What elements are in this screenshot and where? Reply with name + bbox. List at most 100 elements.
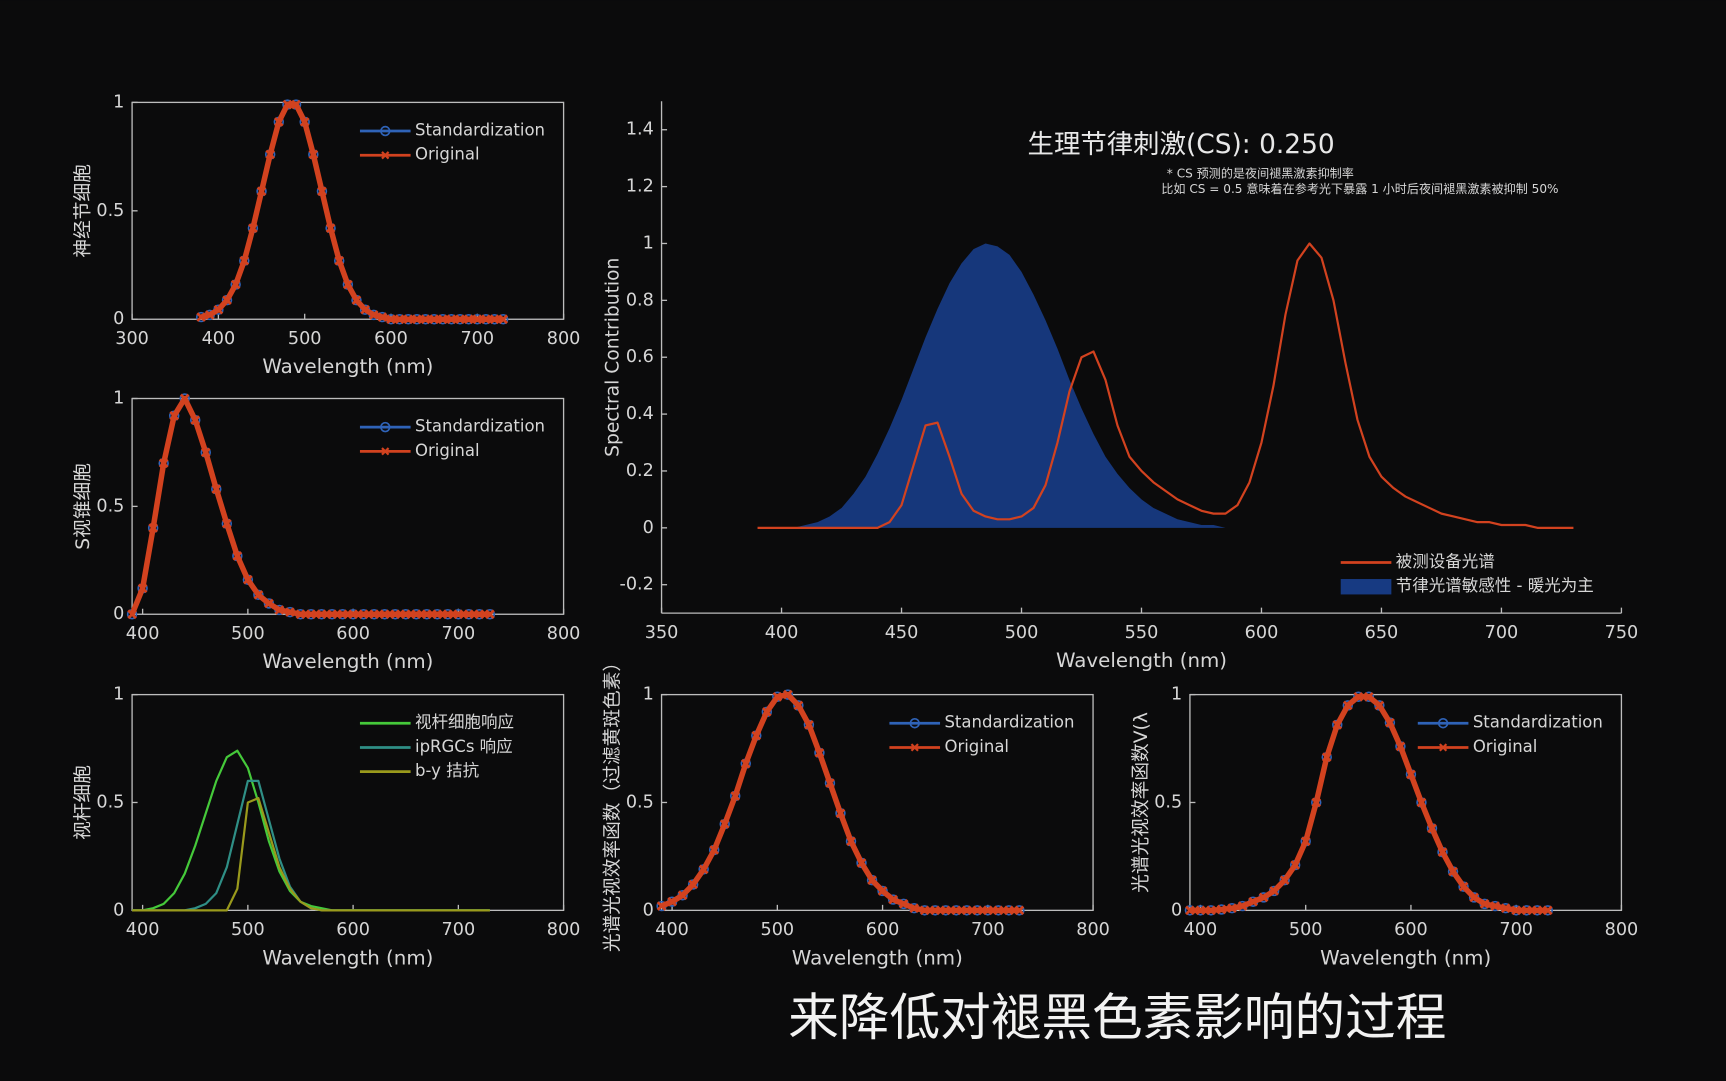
marker: [386, 314, 396, 325]
legend-label: 被测设备光谱: [1396, 552, 1495, 571]
legend-marker: [910, 743, 919, 752]
marker: [1014, 905, 1025, 916]
marker: [1185, 905, 1195, 916]
x-tick-label: 500: [231, 920, 265, 940]
y-axis-label: 神经节细胞: [73, 164, 94, 258]
marker: [472, 314, 483, 325]
x-tick-label: 300: [115, 329, 149, 349]
marker: [308, 149, 319, 160]
marker: [772, 691, 783, 702]
marker: [432, 609, 443, 620]
marker: [793, 700, 804, 711]
marker: [453, 609, 464, 620]
x-tick-label: 400: [765, 623, 799, 643]
marker: [455, 314, 465, 325]
series-line: [132, 797, 490, 912]
marker: [1321, 752, 1332, 763]
marker: [846, 836, 856, 847]
x-tick-label: 400: [126, 624, 160, 644]
marker: [1406, 769, 1416, 780]
x-tick-label: 700: [460, 329, 494, 349]
marker: [232, 551, 243, 561]
series-line: [757, 242, 1574, 529]
marker: [285, 607, 295, 617]
marker: [474, 609, 485, 620]
chart-title: 生理节律刺激(CS): 0.250: [1028, 129, 1335, 160]
legend-label: ipRGCs 响应: [415, 737, 513, 756]
legend-marker: [381, 151, 390, 160]
marker: [394, 314, 405, 325]
x-tick-label: 700: [971, 920, 1005, 940]
marker: [1458, 881, 1469, 892]
x-tick-label: 800: [547, 920, 581, 940]
y-axis-label: 光谱光视效率函数V(λ: [1131, 712, 1152, 893]
marker: [282, 99, 293, 110]
y-tick-label: 1.4: [626, 120, 654, 140]
y-tick-label: 1: [113, 685, 124, 705]
marker: [127, 609, 137, 620]
marker: [377, 312, 388, 322]
x-tick-label: 500: [231, 624, 265, 644]
x-tick-label: 500: [1005, 623, 1039, 643]
legend-label: Original: [944, 737, 1009, 756]
legend-label: Standardization: [415, 121, 545, 140]
y-tick-label: 0.5: [1154, 792, 1182, 812]
y-axis-label: 光谱光视效率函数（过滤黄斑色素）: [603, 653, 624, 952]
marker: [1332, 719, 1343, 730]
annotation: 比如 CS = 0.5 意味着在参考光下暴露 1 小时后夜间褪黑激素被抑制 50…: [1161, 181, 1558, 196]
marker: [498, 314, 509, 325]
x-tick-label: 400: [126, 920, 160, 940]
marker: [761, 707, 772, 717]
x-tick-label: 600: [1394, 920, 1428, 940]
legend-marker: [381, 447, 390, 456]
marker: [379, 609, 390, 620]
marker: [1532, 905, 1543, 916]
marker: [1395, 741, 1406, 752]
marker: [1279, 875, 1290, 885]
marker: [442, 609, 453, 620]
x-tick-label: 800: [1605, 920, 1639, 940]
marker: [972, 905, 983, 916]
x-axis-label: Wavelength (nm): [262, 650, 433, 673]
marker: [403, 314, 414, 325]
legend-marker: [380, 421, 391, 433]
marker: [437, 314, 448, 325]
marker: [719, 819, 730, 829]
y-tick-label: 0.8: [626, 290, 654, 310]
y-tick-label: 1: [1171, 685, 1182, 705]
marker: [814, 748, 825, 758]
marker: [348, 609, 358, 620]
marker: [463, 314, 474, 325]
legend-label: Original: [415, 145, 480, 164]
marker: [1237, 901, 1248, 911]
marker: [930, 905, 941, 916]
marker: [919, 905, 930, 916]
marker: [751, 730, 762, 741]
legend-label: Original: [415, 441, 480, 460]
marker: [1364, 691, 1374, 702]
marker: [1385, 717, 1395, 728]
marker: [253, 590, 264, 600]
marker: [291, 99, 301, 110]
marker: [221, 518, 232, 529]
y-tick-label: 1: [113, 389, 124, 409]
marker: [1416, 797, 1427, 808]
marker: [667, 896, 677, 907]
marker: [877, 885, 888, 897]
marker: [993, 905, 1004, 916]
marker: [211, 484, 222, 494]
y-axis-label: Spectral Contribution: [603, 258, 624, 457]
x-tick-label: 700: [1485, 623, 1519, 643]
legend-label: 视杆细胞响应: [415, 713, 514, 732]
legend-marker: [380, 125, 391, 137]
marker: [783, 689, 793, 700]
marker: [390, 609, 401, 620]
marker: [429, 314, 439, 325]
marker: [158, 458, 169, 469]
x-tick-label: 700: [442, 624, 476, 644]
x-tick-label: 500: [761, 920, 795, 940]
marker: [256, 186, 267, 197]
legend-label: Original: [1473, 737, 1538, 756]
x-tick-label: 600: [866, 920, 900, 940]
